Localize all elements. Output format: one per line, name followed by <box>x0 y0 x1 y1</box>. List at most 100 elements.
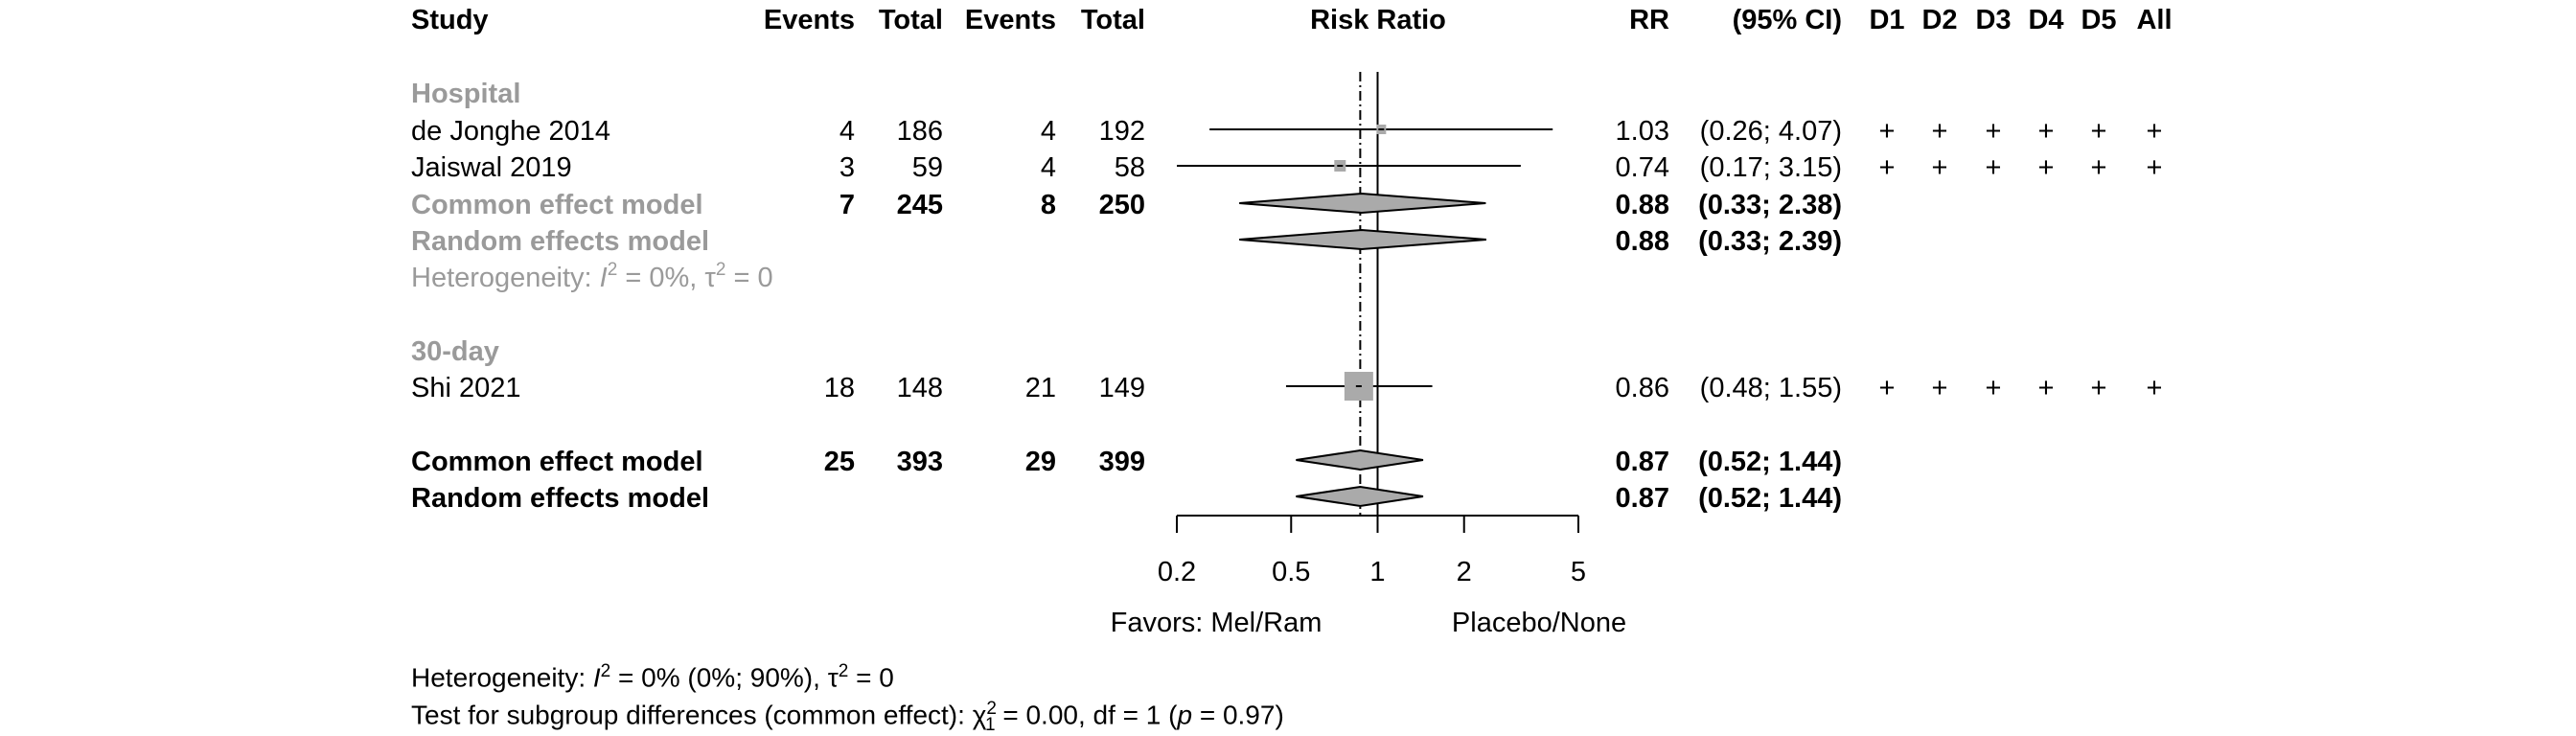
pooled-diamond <box>1296 485 1424 508</box>
rob-d3: + <box>1986 373 2002 403</box>
subgroup-test: Test for subgroup differences (common ef… <box>411 699 1284 735</box>
rr-value: 0.88 <box>1616 226 1669 257</box>
total-ctrl: 149 <box>1099 373 1145 403</box>
header-d2: D2 <box>1921 5 1957 35</box>
total-exp: 148 <box>897 373 943 403</box>
rob-d1: + <box>1879 116 1896 147</box>
events-exp: 7 <box>840 190 855 220</box>
study-name: Shi 2021 <box>411 373 521 403</box>
rr-value: 0.87 <box>1616 483 1669 514</box>
rr-value: 0.88 <box>1616 190 1669 220</box>
ci-value: (0.48; 1.55) <box>1700 373 1842 403</box>
events-exp: 4 <box>840 116 855 147</box>
study-row-jaiswal-2019: Jaiswal 2019 3 59 4 58 0.74 (0.17; 3.15)… <box>411 152 2162 183</box>
forest-marks: 0.2 0.5 1 2 5 <box>1158 72 1586 587</box>
subgroup-30-day: 30-day Shi 2021 18 148 21 149 0.86 (0.48… <box>411 336 2162 403</box>
ci-value: (0.33; 2.39) <box>1698 226 1842 257</box>
ci-value: (0.52; 1.44) <box>1698 447 1842 477</box>
overall-heterogeneity: Heterogeneity: I2 = 0% (0%; 90%), τ2 = 0 <box>411 661 894 693</box>
events-ctrl: 4 <box>1041 152 1056 183</box>
model-label: Common effect model <box>411 190 703 220</box>
rob-d4: + <box>2038 373 2055 403</box>
rr-value: 0.86 <box>1616 373 1669 403</box>
model-label: Random effects model <box>411 226 709 257</box>
header-d1: D1 <box>1869 5 1904 35</box>
rob-d1: + <box>1879 152 1896 183</box>
rob-all: + <box>2147 373 2163 403</box>
header-d4: D4 <box>2028 5 2063 35</box>
total-exp: 245 <box>897 190 943 220</box>
rob-all: + <box>2147 116 2163 147</box>
events-ctrl: 8 <box>1041 190 1056 220</box>
subgroup-label: Hospital <box>411 79 520 109</box>
rob-d5: + <box>2091 116 2107 147</box>
favors-right-label: Placebo/None <box>1452 608 1626 638</box>
rr-value: 1.03 <box>1616 116 1669 147</box>
events-ctrl: 21 <box>1025 373 1056 403</box>
header-d3: D3 <box>1975 5 2011 35</box>
ci-value: (0.52; 1.44) <box>1698 483 1842 514</box>
rr-value: 0.87 <box>1616 447 1669 477</box>
header-total-ctrl: Total <box>1081 5 1145 35</box>
rr-value: 0.74 <box>1616 152 1669 183</box>
events-ctrl: 4 <box>1041 116 1056 147</box>
events-exp: 3 <box>840 152 855 183</box>
header-total-exp: Total <box>879 5 943 35</box>
overall-common-row: Common effect model 25 393 29 399 0.87 (… <box>411 447 1842 477</box>
total-ctrl: 192 <box>1099 116 1145 147</box>
total-exp: 393 <box>897 447 943 477</box>
header-risk-ratio: Risk Ratio <box>1310 5 1446 35</box>
rob-d3: + <box>1986 116 2002 147</box>
ci-value: (0.17; 3.15) <box>1700 152 1842 183</box>
study-row-de-jonghe-2014: de Jonghe 2014 4 186 4 192 1.03 (0.26; 4… <box>411 116 2162 147</box>
header-rr: RR <box>1629 5 1669 35</box>
study-row-shi-2021: Shi 2021 18 148 21 149 0.86 (0.48; 1.55)… <box>411 373 2162 403</box>
rob-d1: + <box>1879 373 1896 403</box>
rob-d3: + <box>1986 152 2002 183</box>
ci-value: (0.26; 4.07) <box>1700 116 1842 147</box>
rob-d2: + <box>1932 116 1948 147</box>
rob-all: + <box>2147 152 2163 183</box>
header-events-ctrl: Events <box>965 5 1056 35</box>
subgroup-hospital: Hospital de Jonghe 2014 4 186 4 192 1.03… <box>411 79 2162 293</box>
subgroup-random-row: Random effects model 0.88 (0.33; 2.39) <box>411 226 1842 257</box>
x-tick-label: 5 <box>1571 557 1586 587</box>
total-exp: 59 <box>912 152 943 183</box>
model-label: Common effect model <box>411 447 703 477</box>
study-name: Jaiswal 2019 <box>411 152 572 183</box>
total-ctrl: 58 <box>1115 152 1145 183</box>
rob-d2: + <box>1932 373 1948 403</box>
header-d5: D5 <box>2081 5 2116 35</box>
x-tick-label: 0.5 <box>1272 557 1310 587</box>
rob-d5: + <box>2091 373 2107 403</box>
x-tick-label: 2 <box>1457 557 1472 587</box>
header-study: Study <box>411 5 489 35</box>
overall-random-row: Random effects model 0.87 (0.52; 1.44) <box>411 483 1842 514</box>
events-exp: 18 <box>824 373 855 403</box>
header-all: All <box>2136 5 2172 35</box>
pooled-diamond <box>1239 192 1486 215</box>
x-tick-label: 1 <box>1369 557 1385 587</box>
study-name: de Jonghe 2014 <box>411 116 610 147</box>
subgroup-label: 30-day <box>411 336 499 367</box>
pooled-diamond <box>1296 448 1424 472</box>
ci-value: (0.33; 2.38) <box>1698 190 1842 220</box>
favors-left-label: Favors: Mel/Ram <box>1111 608 1322 638</box>
rob-d4: + <box>2038 152 2055 183</box>
rob-d5: + <box>2091 152 2107 183</box>
model-label: Random effects model <box>411 483 709 514</box>
total-ctrl: 250 <box>1099 190 1145 220</box>
rob-d4: + <box>2038 116 2055 147</box>
total-ctrl: 399 <box>1099 447 1145 477</box>
subgroup-heterogeneity: Heterogeneity: I2 = 0%, τ2 = 0 <box>411 260 773 293</box>
total-exp: 186 <box>897 116 943 147</box>
subgroup-common-row: Common effect model 7 245 8 250 0.88 (0.… <box>411 190 1842 220</box>
events-exp: 25 <box>824 447 855 477</box>
events-ctrl: 29 <box>1025 447 1056 477</box>
header-events-exp: Events <box>764 5 855 35</box>
rob-d2: + <box>1932 152 1948 183</box>
header-row: Study Events Total Events Total Risk Rat… <box>411 5 2173 35</box>
x-tick-label: 0.2 <box>1158 557 1196 587</box>
header-ci: (95% CI) <box>1733 5 1842 35</box>
